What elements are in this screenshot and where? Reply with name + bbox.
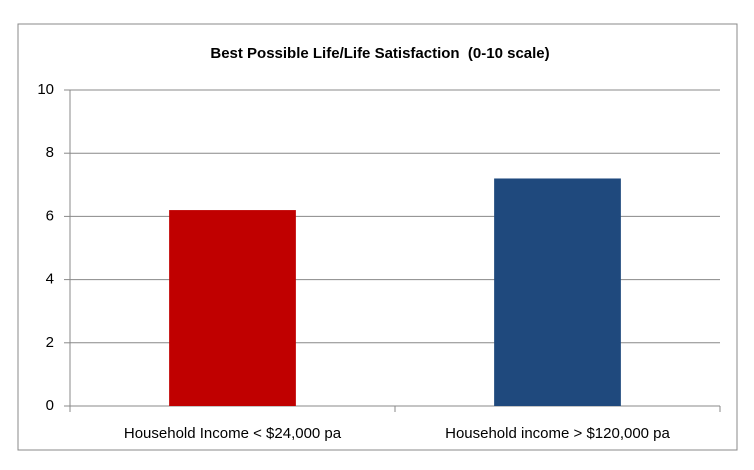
bar: [169, 210, 296, 406]
x-tick-label: Household Income < $24,000 pa: [124, 425, 342, 442]
y-tick-label: 6: [46, 207, 54, 224]
y-tick-label: 4: [46, 271, 54, 288]
bar: [494, 178, 621, 406]
chart-border: [17, 23, 738, 451]
y-tick-label: 10: [37, 81, 54, 98]
y-tick-label: 2: [46, 334, 54, 351]
chart-title: Best Possible Life/Life Satisfaction (0-…: [210, 45, 549, 62]
y-tick-label: 8: [46, 144, 54, 161]
x-tick-label: Household income > $120,000 pa: [445, 425, 670, 442]
y-tick-label: 0: [46, 397, 54, 414]
